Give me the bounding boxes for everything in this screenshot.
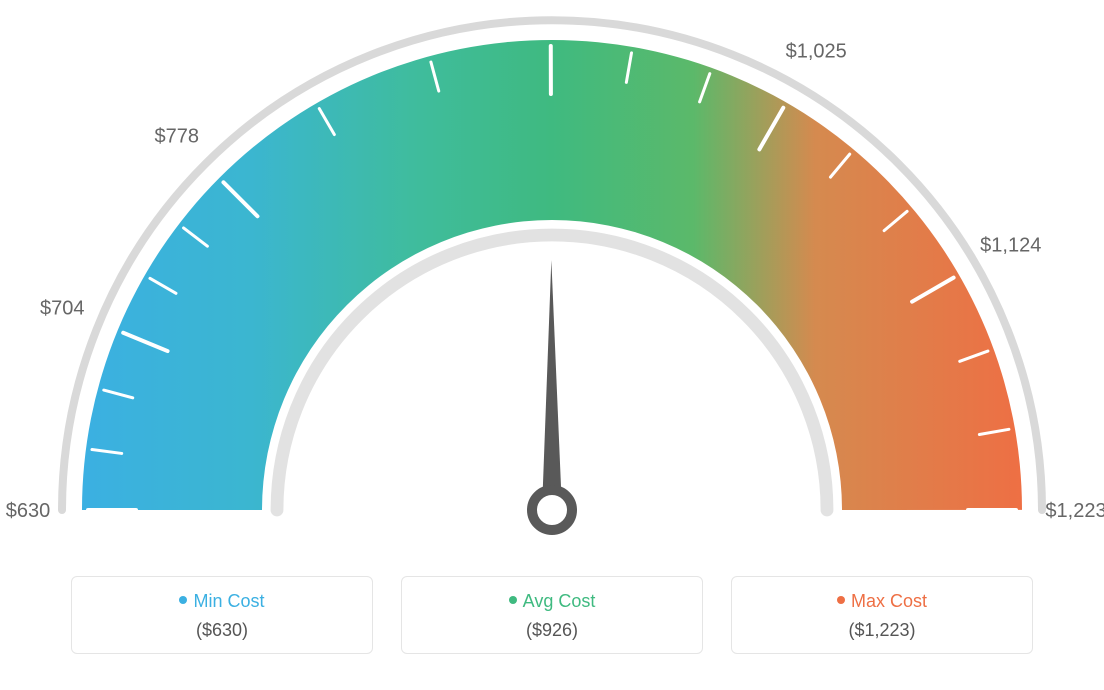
legend-row: Min Cost ($630) Avg Cost ($926) Max Cost…: [0, 576, 1104, 654]
svg-text:$630: $630: [6, 500, 51, 522]
legend-title-avg: Avg Cost: [402, 591, 702, 612]
svg-text:$778: $778: [154, 126, 199, 148]
legend-card-max: Max Cost ($1,223): [731, 576, 1033, 654]
legend-label: Min Cost: [193, 591, 264, 611]
legend-card-avg: Avg Cost ($926): [401, 576, 703, 654]
legend-value-min: ($630): [72, 620, 372, 641]
legend-label: Max Cost: [851, 591, 927, 611]
svg-text:$1,223: $1,223: [1045, 500, 1104, 522]
svg-text:$1,025: $1,025: [786, 41, 847, 63]
dot-icon: [837, 596, 845, 604]
legend-card-min: Min Cost ($630): [71, 576, 373, 654]
dot-icon: [179, 596, 187, 604]
legend-value-max: ($1,223): [732, 620, 1032, 641]
dot-icon: [509, 596, 517, 604]
svg-text:$704: $704: [40, 298, 85, 320]
svg-text:$1,124: $1,124: [980, 235, 1041, 257]
legend-title-min: Min Cost: [72, 591, 372, 612]
legend-value-avg: ($926): [402, 620, 702, 641]
legend-title-max: Max Cost: [732, 591, 1032, 612]
cost-gauge: $630$704$778$926$1,025$1,124$1,223: [0, 0, 1104, 560]
legend-label: Avg Cost: [523, 591, 596, 611]
